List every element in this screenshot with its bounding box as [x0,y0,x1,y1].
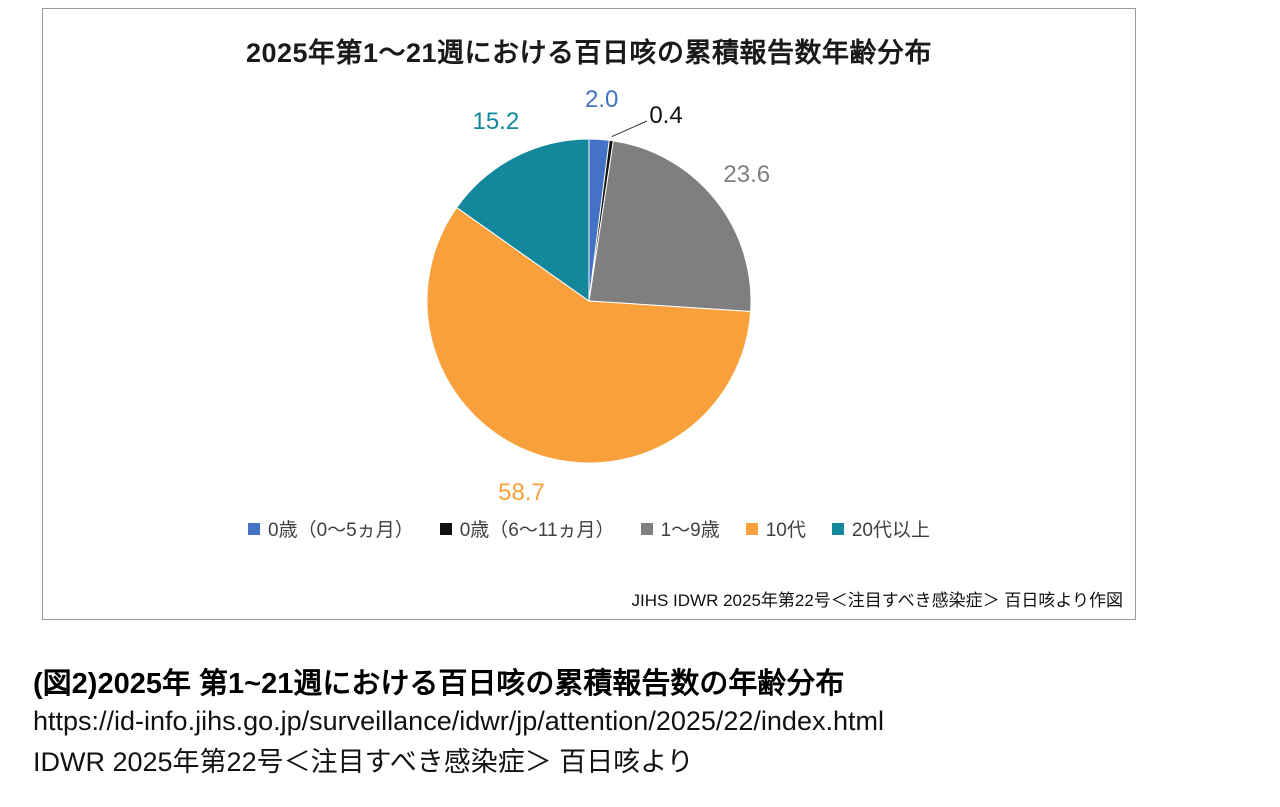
legend-label: 1〜9歳 [660,520,720,541]
legend-swatch-icon [640,522,653,535]
chart-legend: 0歳（0〜5ヵ月） 0歳（6〜11ヵ月） 1〜9歳 10代 20代以上 [43,515,1135,542]
legend-label: 0歳（0〜5ヵ月） [268,520,414,541]
legend-swatch-icon [439,522,452,535]
chart-source-note: JIHS IDWR 2025年第22号＜注目すべき感染症＞ 百日咳より作図 [631,591,1123,610]
pie-slice-2 [588,140,752,312]
pie-chart-svg: 2.0 0.4 23.6 58.7 15.2 [426,86,770,506]
figure-caption-heading: (図2)2025年 第1~21週における百日咳の累積報告数の年齢分布 [33,668,845,700]
figure-caption-source: IDWR 2025年第22号＜注目すべき感染症＞ 百日咳より [33,747,694,777]
legend-label: 10代 [765,520,806,541]
pie-slice-4 [455,138,590,302]
pie-label-leader-line [611,120,648,138]
chart-panel: 2.0 0.4 23.6 58.7 15.2 2025年第1〜21週における百日咳の累積… [42,8,1136,620]
figure-caption: (図2)2025年 第1~21週における百日咳の累積報告数の年齢分布 https… [33,660,884,782]
legend-item-3: 10代 [745,515,806,542]
legend-item-4: 20代以上 [831,515,930,542]
legend-swatch-icon [831,522,844,535]
pie-value-label-3: 58.7 [498,479,545,506]
figure-caption-url: https://id-info.jihs.go.jp/surveillance/… [33,706,884,736]
pie-value-label-4: 15.2 [472,108,519,135]
pie-value-label-0: 2.0 [585,86,618,113]
pie-value-label-1: 0.4 [649,102,682,129]
legend-item-1: 0歳（6〜11ヵ月） [439,515,615,542]
legend-swatch-icon [745,522,758,535]
legend-item-2: 1〜9歳 [640,515,720,542]
legend-label: 20代以上 [851,520,930,541]
legend-label: 0歳（6〜11ヵ月） [459,520,615,541]
chart-title: 2025年第1〜21週における百日咳の累積報告数年齢分布 [245,38,933,68]
legend-item-0: 0歳（0〜5ヵ月） [248,515,414,542]
pie-slice-3 [426,206,752,464]
legend-swatch-icon [248,522,260,535]
pie-value-label-2: 23.6 [723,161,770,188]
